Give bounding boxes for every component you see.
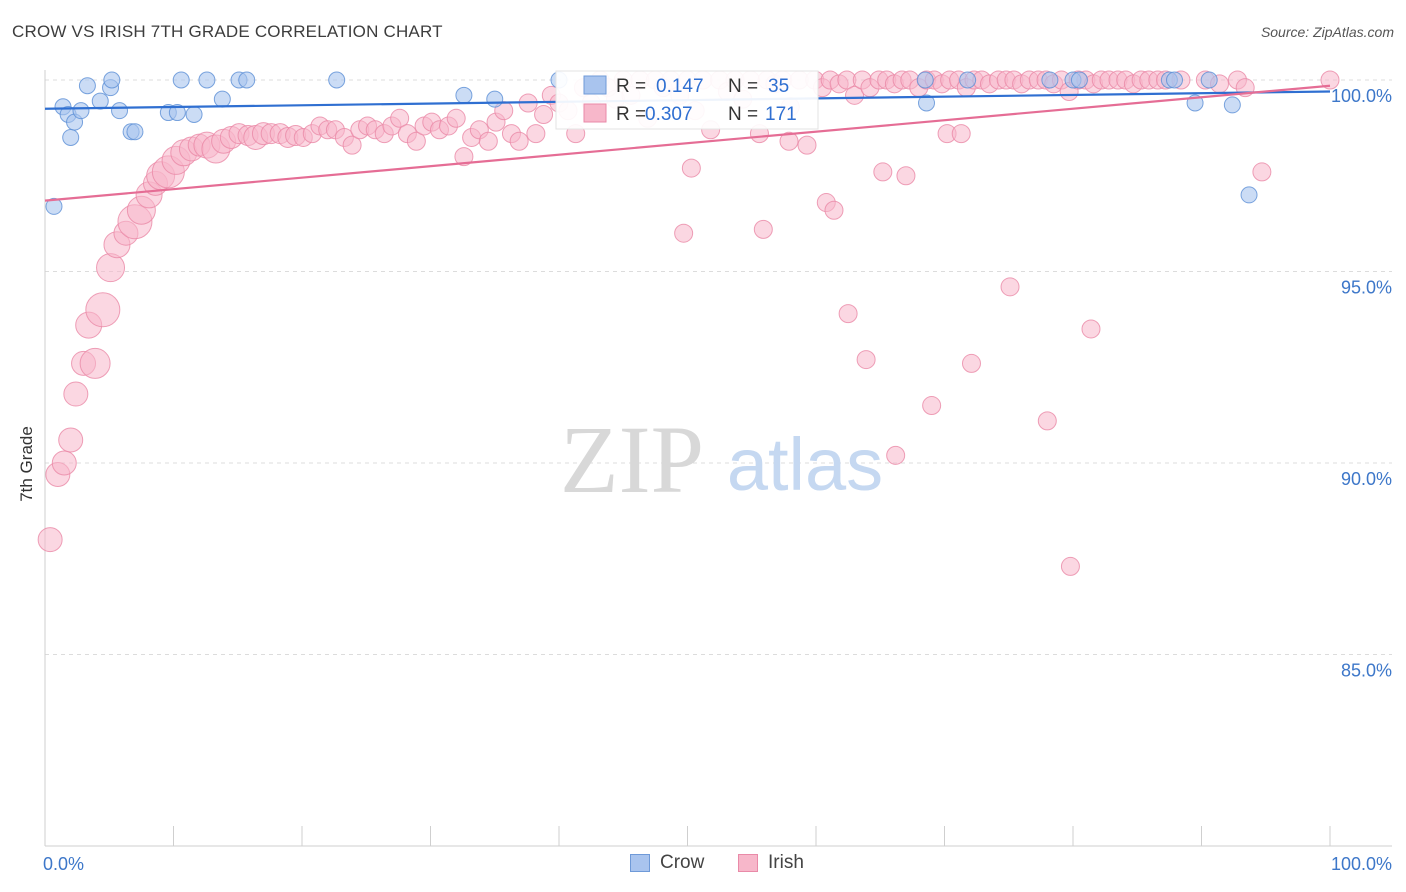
crow-point[interactable] [959, 71, 977, 89]
crow-point[interactable] [126, 123, 144, 141]
irish-point[interactable] [79, 347, 111, 379]
irish-point[interactable] [534, 104, 554, 124]
crow-point[interactable] [1200, 71, 1218, 89]
y-tick-label: 90.0% [1341, 469, 1392, 489]
legend: Crow Irish [0, 852, 1406, 878]
irish-point[interactable] [838, 304, 858, 324]
irish-point[interactable] [1037, 411, 1057, 431]
crow-point[interactable] [1240, 186, 1258, 204]
legend-item-crow[interactable]: Crow [630, 852, 704, 874]
irish-point[interactable] [845, 85, 865, 105]
legend-item-irish[interactable]: Irish [738, 852, 804, 874]
crow-point[interactable] [1223, 96, 1241, 114]
y-tick-labels: 85.0% 90.0% 95.0% 100.0% [1331, 86, 1392, 681]
source-credit: Source: ZipAtlas.com [1260, 24, 1394, 40]
crow-point[interactable] [91, 92, 109, 110]
irish-point[interactable] [674, 223, 694, 243]
irish-legend-swatch [738, 854, 758, 872]
crow-stats-swatch [583, 75, 607, 95]
crow-point[interactable] [328, 71, 346, 89]
gridlines [45, 79, 1392, 655]
crow-point[interactable] [486, 90, 504, 108]
irish-point[interactable] [454, 147, 474, 167]
irish-point[interactable] [1320, 70, 1340, 90]
irish-point[interactable] [681, 158, 701, 178]
crow-n-label: N = [728, 76, 758, 97]
crow-point[interactable] [78, 77, 96, 95]
irish-point[interactable] [779, 131, 799, 151]
x-tick-labels: 0.0% 100.0% [43, 854, 1392, 874]
crow-point[interactable] [185, 105, 203, 123]
irish-point[interactable] [961, 353, 981, 373]
crow-legend-swatch [630, 854, 650, 872]
irish-point[interactable] [886, 445, 906, 465]
irish-n-label: N = [728, 104, 758, 125]
irish-point[interactable] [824, 200, 844, 220]
irish-point[interactable] [406, 131, 426, 151]
irish-point[interactable] [1252, 162, 1272, 182]
crow-point[interactable] [1070, 71, 1088, 89]
irish-point[interactable] [63, 381, 89, 407]
irish-point[interactable] [509, 131, 529, 151]
chart-title: CROW VS IRISH 7TH GRADE CORRELATION CHAR… [12, 22, 443, 41]
irish-trend-line [44, 84, 1331, 202]
irish-r-value: 0.307 [645, 104, 693, 125]
irish-point[interactable] [873, 162, 893, 182]
irish-stats-swatch [583, 103, 607, 123]
irish-point[interactable] [1000, 277, 1020, 297]
irish-point[interactable] [390, 108, 410, 128]
irish-point[interactable] [37, 527, 63, 553]
irish-point[interactable] [58, 427, 84, 453]
y-tick-label: 85.0% [1341, 661, 1392, 681]
irish-point[interactable] [896, 166, 916, 186]
irish-point[interactable] [96, 253, 126, 283]
y-tick-label: 95.0% [1341, 278, 1392, 298]
crow-point[interactable] [72, 102, 90, 120]
watermark-zip: ZIP [560, 406, 704, 513]
crow-point[interactable] [213, 90, 231, 108]
irish-point[interactable] [526, 124, 546, 144]
watermark: ZIP atlas [560, 406, 883, 513]
crow-point[interactable] [1166, 71, 1184, 89]
x-tick-label-min: 0.0% [43, 854, 84, 874]
y-tick-label: 100.0% [1331, 86, 1392, 106]
crow-point[interactable] [918, 94, 936, 112]
axes [44, 70, 1392, 847]
crow-point[interactable] [45, 197, 63, 215]
irish-point[interactable] [446, 108, 466, 128]
irish-point[interactable] [797, 135, 817, 155]
irish-r-label: R = [616, 104, 646, 125]
crow-point[interactable] [103, 71, 121, 89]
irish-point[interactable] [85, 292, 121, 328]
crow-r-label: R = [616, 76, 646, 97]
irish-point[interactable] [753, 219, 773, 239]
y-axis-label: 7th Grade [17, 426, 36, 502]
watermark-atlas: atlas [727, 423, 883, 506]
crow-point[interactable] [172, 71, 190, 89]
crow-point[interactable] [62, 128, 80, 146]
x-tick-label-max: 100.0% [1331, 854, 1392, 874]
crow-r-value: 0.147 [656, 76, 704, 97]
crow-point[interactable] [168, 104, 186, 122]
crow-point[interactable] [455, 86, 473, 104]
irish-n-value: 171 [765, 104, 797, 125]
crow-point[interactable] [111, 102, 129, 120]
irish-point[interactable] [51, 450, 77, 476]
crow-n-value: 35 [768, 76, 789, 97]
crow-point[interactable] [1041, 71, 1059, 89]
legend-label-crow: Crow [660, 852, 705, 873]
irish-point[interactable] [1081, 319, 1101, 339]
irish-point[interactable] [1060, 556, 1080, 576]
irish-point[interactable] [951, 124, 971, 144]
irish-point[interactable] [342, 135, 362, 155]
irish-point[interactable] [478, 131, 498, 151]
crow-point[interactable] [238, 71, 256, 89]
irish-point[interactable] [856, 350, 876, 370]
crow-point[interactable] [916, 71, 934, 89]
stats-box: R = 0.147 N = 35 R = 0.307 N = 171 [555, 70, 819, 130]
irish-point[interactable] [922, 396, 942, 416]
legend-label-irish: Irish [768, 852, 804, 873]
crow-point[interactable] [198, 71, 216, 89]
